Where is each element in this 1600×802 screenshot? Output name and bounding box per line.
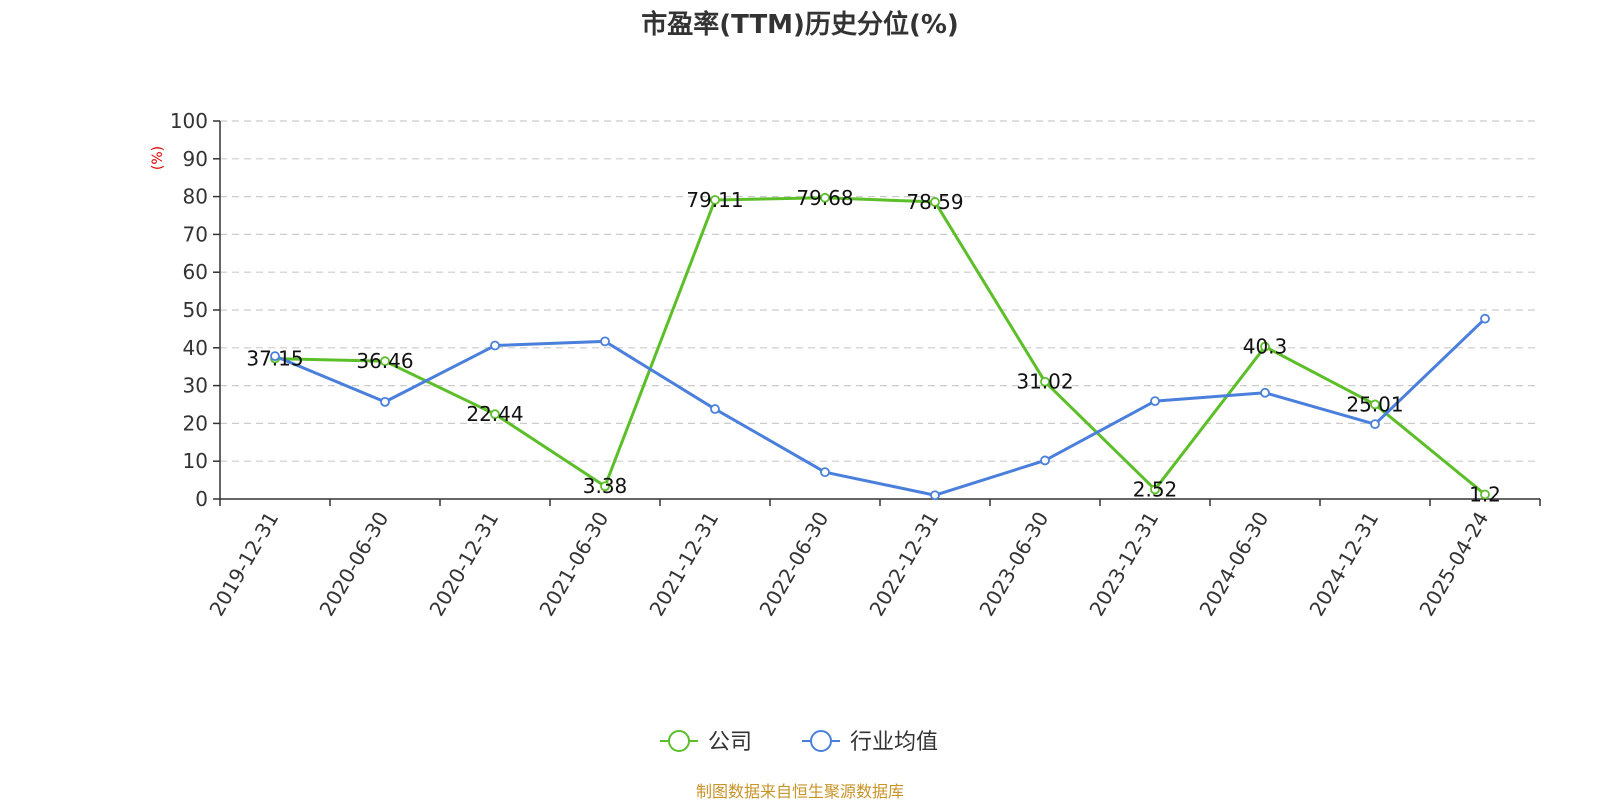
series-line-0	[274, 196, 1486, 496]
x-axis-ticks: 2019-12-31 2020-06-30 2020-12-31 2021-06-30…	[204, 499, 1541, 621]
data-point[interactable]	[490, 340, 500, 351]
data-label: 25.01	[1346, 392, 1403, 416]
data-label: 78.59	[906, 190, 963, 214]
data-label: 1.2	[1469, 482, 1501, 506]
data-point[interactable]	[930, 197, 940, 207]
data-point[interactable]	[490, 409, 500, 420]
data-point[interactable]	[1150, 484, 1160, 495]
y-tick-label: 20	[183, 411, 208, 435]
data-point[interactable]	[820, 467, 830, 478]
source-note: 制图数据来自恒生聚源数据库	[695, 782, 904, 801]
data-point[interactable]	[1150, 396, 1160, 406]
data-point[interactable]	[710, 195, 720, 205]
data-point[interactable]	[1260, 341, 1270, 352]
data-point[interactable]	[1040, 376, 1050, 387]
x-tick-label: 2020-06-30	[314, 508, 393, 621]
x-tick-label: 2022-06-30	[754, 508, 833, 621]
data-label: 3.38	[583, 474, 628, 498]
data-label: 40.3	[1243, 335, 1288, 359]
y-tick-label: 100	[170, 109, 208, 133]
legend-label-1[interactable]: 行业均值	[850, 730, 938, 755]
data-label: 37.15	[246, 347, 303, 371]
y-tick-label: 90	[183, 147, 208, 171]
data-point[interactable]	[710, 404, 720, 414]
data-point[interactable]	[380, 396, 390, 407]
y-axis-title: (%)	[150, 146, 166, 170]
data-point[interactable]	[600, 481, 610, 492]
data-point[interactable]	[930, 490, 940, 501]
data-label: 36.46	[356, 349, 413, 373]
data-point[interactable]	[270, 351, 280, 362]
data-point[interactable]	[1260, 387, 1270, 398]
y-tick-label: 60	[183, 260, 208, 284]
data-label: 79.11	[686, 188, 743, 212]
y-tick-label: 70	[183, 222, 208, 246]
x-tick-label: 2024-12-31	[1304, 508, 1383, 621]
y-tick-label: 40	[183, 336, 208, 360]
legend-label-0[interactable]: 公司	[708, 730, 752, 755]
x-tick-label: 2023-06-30	[974, 508, 1053, 621]
data-point[interactable]	[380, 356, 390, 367]
data-point[interactable]	[1370, 399, 1380, 410]
data-point[interactable]	[1370, 419, 1380, 430]
data-point[interactable]	[1040, 455, 1050, 466]
series-points	[270, 192, 1490, 501]
y-axis-ticks: 0 10 20 30 40 50 60 70 80 90 100	[170, 109, 220, 511]
series-lines	[274, 196, 1487, 497]
x-tick-label: 2022-12-31	[864, 508, 943, 621]
legend-marker-0	[668, 730, 690, 752]
data-point[interactable]	[600, 336, 610, 347]
data-label: 31.02	[1016, 370, 1073, 394]
series-line-1	[274, 317, 1487, 497]
data-labels: 37.15 36.46 22.44 3.38 79.11 79.68 78.59 31.02 2…	[246, 186, 1501, 507]
y-tick-label: 30	[183, 374, 208, 398]
data-point[interactable]	[820, 192, 830, 203]
x-tick-label: 2023-12-31	[1084, 508, 1163, 621]
data-label: 79.68	[796, 186, 853, 210]
x-tick-label: 2020-12-31	[424, 508, 503, 621]
y-tick-label: 10	[183, 449, 208, 473]
y-tick-label: 80	[183, 185, 208, 209]
x-tick-label: 2021-06-30	[534, 508, 613, 621]
legend: 公司 行业均值	[660, 730, 938, 755]
data-point[interactable]	[1480, 313, 1490, 324]
legend-marker-1	[810, 730, 832, 752]
y-tick-label: 50	[183, 298, 208, 322]
y-tick-label: 0	[195, 487, 208, 511]
x-tick-label: 2025-04-24	[1414, 508, 1493, 621]
x-tick-label: 2019-12-31	[204, 508, 283, 621]
data-point[interactable]	[1480, 489, 1490, 500]
data-label: 22.44	[466, 402, 523, 426]
chart-title: 市盈率(TTM)历史分位(%)	[641, 10, 959, 40]
data-label: 2.52	[1133, 477, 1178, 501]
x-tick-label: 2024-06-30	[1194, 508, 1273, 621]
grid-lines	[220, 120, 1540, 462]
x-tick-label: 2021-12-31	[644, 508, 723, 621]
